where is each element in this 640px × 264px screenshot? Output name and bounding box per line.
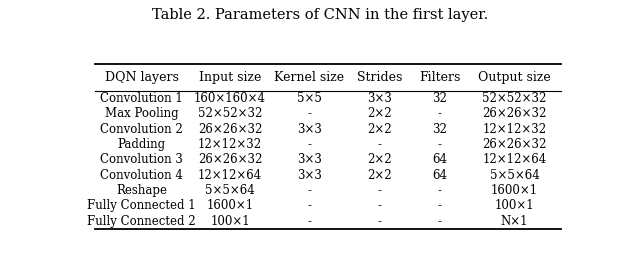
Text: -: - [307, 215, 311, 228]
Text: 52×52×32: 52×52×32 [198, 107, 262, 120]
Text: 3×3: 3×3 [297, 153, 322, 166]
Text: -: - [378, 184, 381, 197]
Text: 1600×1: 1600×1 [207, 199, 253, 212]
Text: 100×1: 100×1 [211, 215, 250, 228]
Text: 3×3: 3×3 [367, 92, 392, 105]
Text: Strides: Strides [356, 71, 402, 84]
Text: -: - [378, 138, 381, 151]
Text: -: - [378, 199, 381, 212]
Text: 64: 64 [433, 169, 447, 182]
Text: 64: 64 [433, 153, 447, 166]
Text: 3×3: 3×3 [297, 169, 322, 182]
Text: -: - [378, 215, 381, 228]
Text: Kernel size: Kernel size [275, 71, 344, 84]
Text: 160×160×4: 160×160×4 [194, 92, 266, 105]
Text: 12×12×64: 12×12×64 [198, 169, 262, 182]
Text: 2×2: 2×2 [367, 122, 392, 135]
Text: DQN layers: DQN layers [104, 71, 179, 84]
Text: 12×12×32: 12×12×32 [198, 138, 262, 151]
Text: 52×52×32: 52×52×32 [483, 92, 547, 105]
Text: 100×1: 100×1 [495, 199, 534, 212]
Text: Convolution 3: Convolution 3 [100, 153, 183, 166]
Text: Filters: Filters [419, 71, 461, 84]
Text: 26×26×32: 26×26×32 [198, 122, 262, 135]
Text: 26×26×32: 26×26×32 [198, 153, 262, 166]
Text: -: - [307, 184, 311, 197]
Text: Padding: Padding [118, 138, 166, 151]
Text: 5×5×64: 5×5×64 [490, 169, 540, 182]
Text: Reshape: Reshape [116, 184, 167, 197]
Text: 32: 32 [433, 122, 447, 135]
Text: N×1: N×1 [500, 215, 528, 228]
Text: Convolution 2: Convolution 2 [100, 122, 183, 135]
Text: -: - [438, 199, 442, 212]
Text: 5×5: 5×5 [297, 92, 322, 105]
Text: 2×2: 2×2 [367, 169, 392, 182]
Text: Convolution 1: Convolution 1 [100, 92, 183, 105]
Text: 1600×1: 1600×1 [491, 184, 538, 197]
Text: -: - [438, 107, 442, 120]
Text: -: - [307, 199, 311, 212]
Text: 2×2: 2×2 [367, 107, 392, 120]
Text: Fully Connected 2: Fully Connected 2 [87, 215, 196, 228]
Text: Fully Connected 1: Fully Connected 1 [87, 199, 196, 212]
Text: 5×5×64: 5×5×64 [205, 184, 255, 197]
Text: Convolution 4: Convolution 4 [100, 169, 183, 182]
Text: 12×12×32: 12×12×32 [483, 122, 547, 135]
Text: -: - [307, 107, 311, 120]
Text: -: - [438, 215, 442, 228]
Text: -: - [438, 138, 442, 151]
Text: 2×2: 2×2 [367, 153, 392, 166]
Text: -: - [307, 138, 311, 151]
Text: 12×12×64: 12×12×64 [483, 153, 547, 166]
Text: 32: 32 [433, 92, 447, 105]
Text: Output size: Output size [478, 71, 551, 84]
Text: Max Pooling: Max Pooling [105, 107, 179, 120]
Text: -: - [438, 184, 442, 197]
Text: 3×3: 3×3 [297, 122, 322, 135]
Text: Table 2. Parameters of CNN in the first layer.: Table 2. Parameters of CNN in the first … [152, 8, 488, 22]
Text: 26×26×32: 26×26×32 [483, 138, 547, 151]
Text: Input size: Input size [199, 71, 261, 84]
Text: 26×26×32: 26×26×32 [483, 107, 547, 120]
